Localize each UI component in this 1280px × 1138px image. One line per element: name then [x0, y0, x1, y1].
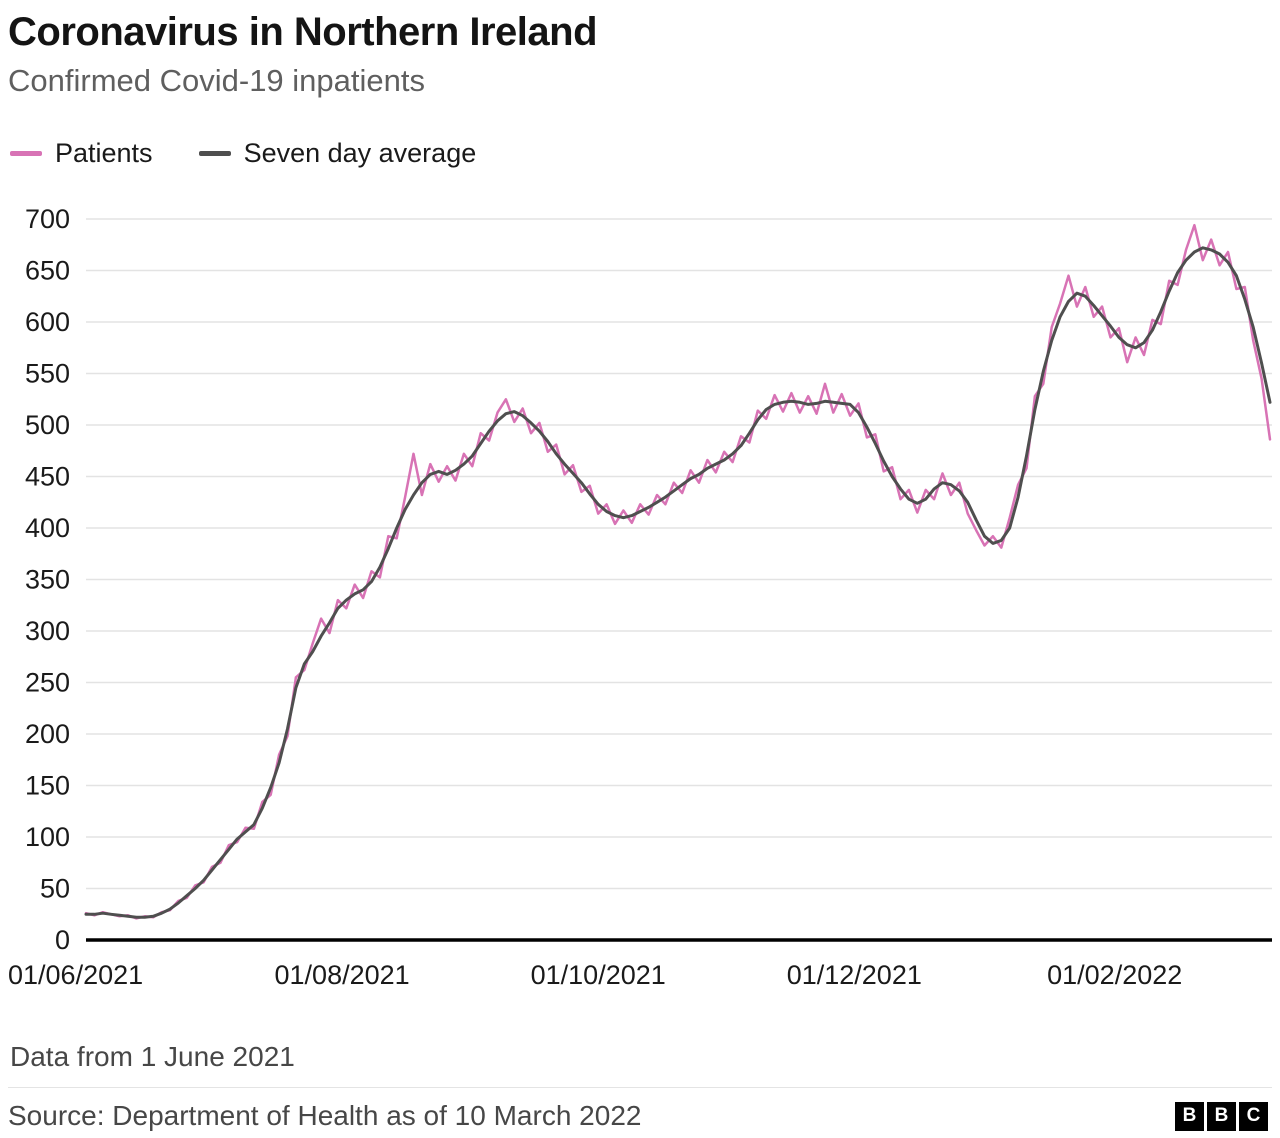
source-text: Source: Department of Health as of 10 Ma…	[8, 1100, 642, 1132]
y-tick-label: 500	[25, 410, 70, 440]
page-title: Coronavirus in Northern Ireland	[8, 10, 598, 54]
legend-item-seven-day-average: Seven day average	[198, 137, 477, 169]
series-seven-day-average-line	[84, 246, 1272, 919]
y-tick-label: 650	[25, 256, 70, 286]
legend-label: Seven day average	[243, 137, 477, 168]
bbc-logo-letter: C	[1239, 1101, 1268, 1131]
source-row: Source: Department of Health as of 10 Ma…	[8, 1087, 1272, 1132]
y-tick-label: 150	[25, 771, 70, 801]
y-tick-label: 400	[25, 513, 70, 543]
line-chart: 0 50 100 150 200 250 300 350 400 450 500 550 600 650 7…	[8, 204, 1272, 990]
legend-label: Patients	[55, 137, 153, 168]
y-tick-label: 700	[25, 204, 70, 234]
y-tick-label: 100	[25, 822, 70, 852]
y-tick-label: 450	[25, 462, 70, 492]
x-tick-label: 01/08/2021	[275, 960, 410, 990]
legend-swatch	[198, 150, 231, 156]
x-tick-label: 01/06/2021	[8, 960, 143, 990]
bbc-logo-letter: B	[1207, 1101, 1236, 1131]
y-tick-label: 300	[25, 616, 70, 646]
y-tick-label: 350	[25, 565, 70, 595]
y-tick-label: 250	[25, 668, 70, 698]
y-tick-label: 600	[25, 307, 70, 337]
data-note: Data from 1 June 2021	[10, 1041, 295, 1073]
chart-subtitle: Confirmed Covid-19 inpatients	[8, 63, 425, 98]
series-patients-line	[84, 224, 1272, 920]
x-tick-label: 01/10/2021	[531, 960, 666, 990]
legend: Patients Seven day average	[10, 137, 1272, 169]
legend-item-patients: Patients	[10, 138, 153, 169]
legend-swatch	[10, 150, 42, 156]
y-tick-label: 0	[55, 925, 70, 955]
y-tick-label: 200	[25, 719, 70, 749]
y-tick-label: 550	[25, 359, 70, 389]
y-tick-label: 50	[40, 874, 70, 904]
x-tick-label: 01/02/2022	[1047, 960, 1182, 990]
bbc-logo: B B C	[1175, 1101, 1268, 1131]
x-tick-label: 01/12/2021	[787, 960, 922, 990]
bbc-logo-letter: B	[1175, 1101, 1204, 1131]
